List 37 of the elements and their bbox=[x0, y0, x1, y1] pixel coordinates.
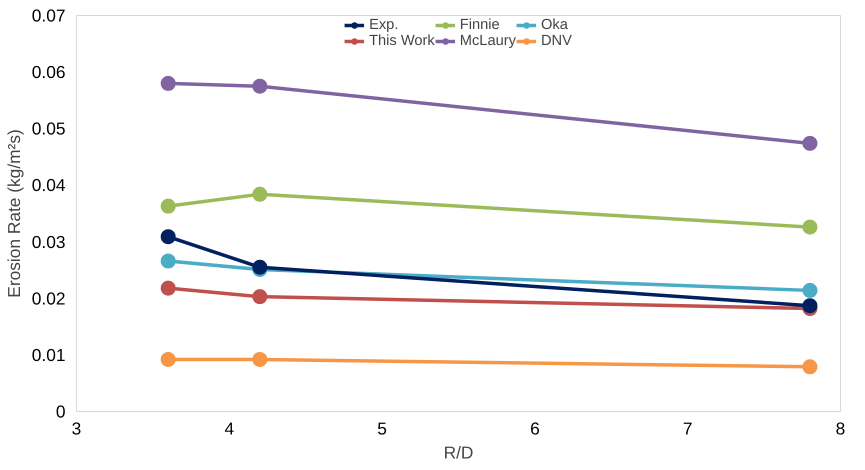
y-axis-title: Erosion Rate (kg/m²s) bbox=[4, 129, 24, 298]
point bbox=[802, 359, 818, 374]
x-axis-title: R/D bbox=[444, 442, 474, 462]
point bbox=[802, 136, 818, 151]
x-tick-label: 8 bbox=[836, 418, 846, 438]
point bbox=[802, 220, 818, 235]
point bbox=[802, 282, 818, 298]
y-tick-label: 0.03 bbox=[32, 232, 66, 252]
point bbox=[160, 280, 176, 296]
legend-label: This Work bbox=[369, 33, 435, 49]
x-tick-label: 7 bbox=[682, 418, 693, 438]
point bbox=[160, 229, 176, 244]
point bbox=[252, 289, 268, 304]
point bbox=[252, 78, 268, 94]
y-tick-label: 0.05 bbox=[32, 118, 66, 139]
point bbox=[252, 352, 268, 367]
point bbox=[160, 198, 176, 214]
legend-label: Finnie bbox=[460, 17, 500, 33]
y-tick-label: 0.01 bbox=[32, 344, 66, 365]
legend-label: McLaury bbox=[460, 33, 516, 49]
y-tick-label: 0.06 bbox=[32, 62, 66, 82]
legend-label: Oka bbox=[540, 17, 568, 33]
point bbox=[160, 352, 176, 367]
point bbox=[160, 76, 176, 91]
point bbox=[252, 186, 268, 202]
x-tick-label: 4 bbox=[224, 418, 234, 438]
point bbox=[802, 298, 818, 314]
y-tick-label: 0 bbox=[56, 402, 66, 422]
legend-label: DNV bbox=[540, 33, 572, 49]
x-tick-label: 6 bbox=[530, 418, 540, 438]
y-tick-label: 0.04 bbox=[32, 175, 66, 196]
point bbox=[160, 254, 176, 269]
x-tick-label: 5 bbox=[377, 418, 387, 438]
y-tick-label: 0.07 bbox=[32, 6, 66, 26]
x-tick-label: 3 bbox=[72, 418, 82, 438]
legend-label: Exp. bbox=[369, 17, 398, 33]
y-tick-label: 0.02 bbox=[32, 288, 66, 308]
